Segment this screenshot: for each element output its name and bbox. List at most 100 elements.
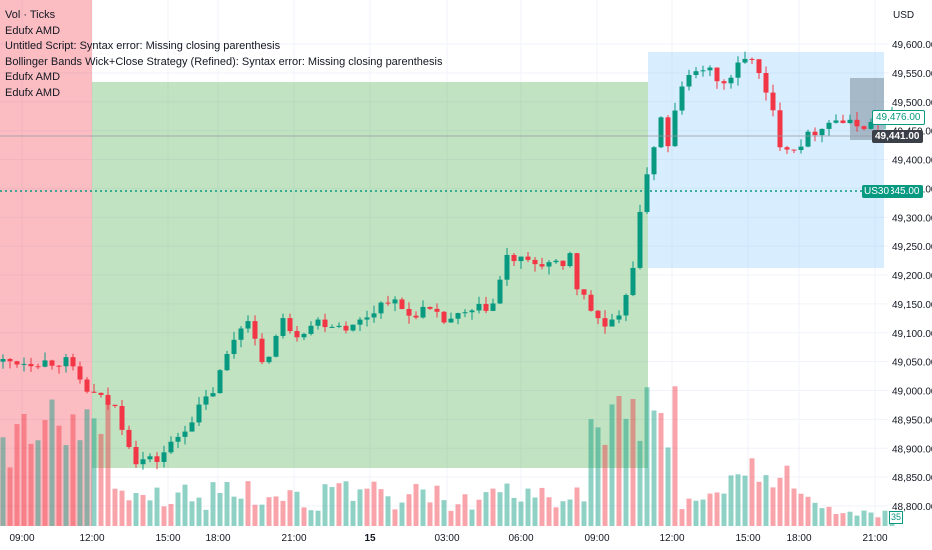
candle-body bbox=[350, 324, 356, 331]
volume-bar bbox=[336, 483, 342, 526]
candle-body bbox=[560, 260, 566, 267]
candle-body bbox=[266, 356, 272, 363]
candle-body bbox=[770, 92, 776, 111]
volume-bar bbox=[49, 399, 55, 526]
volume-bar bbox=[406, 494, 412, 526]
candle-body bbox=[84, 379, 90, 392]
volume-bar bbox=[98, 433, 104, 526]
candle-body bbox=[630, 267, 636, 296]
volume-bar bbox=[189, 501, 195, 526]
price-label: 49,000.00 bbox=[892, 387, 932, 398]
volume-bar bbox=[525, 488, 531, 526]
volume-bar bbox=[644, 387, 650, 526]
volume-bar bbox=[686, 498, 692, 526]
legend-edufx-3[interactable]: Edufx AMD bbox=[5, 86, 61, 99]
time-label: 09:00 bbox=[9, 533, 34, 544]
candle-body bbox=[392, 299, 398, 304]
candle-body bbox=[385, 302, 391, 304]
volume-bar bbox=[448, 510, 454, 526]
volume-bar bbox=[238, 498, 244, 526]
volume-bar bbox=[777, 477, 783, 526]
volume-bar bbox=[266, 497, 272, 526]
candle-body bbox=[427, 306, 433, 309]
volume-bar bbox=[315, 510, 321, 526]
candle-body bbox=[371, 313, 377, 318]
last-price-tag: 49,476.00 bbox=[872, 110, 925, 125]
volume-bar bbox=[133, 493, 139, 526]
candle-body bbox=[448, 318, 454, 323]
legend-edufx-1[interactable]: Edufx AMD bbox=[5, 24, 61, 37]
volume-bar bbox=[343, 481, 349, 526]
candle-body bbox=[518, 256, 524, 262]
candle-body bbox=[140, 459, 146, 465]
legend-edufx-2[interactable]: Edufx AMD bbox=[5, 71, 61, 83]
time-label: 18:00 bbox=[205, 533, 230, 544]
candle-body bbox=[742, 58, 748, 63]
volume-bar bbox=[231, 496, 237, 526]
candle-body bbox=[91, 391, 97, 393]
volume-bar bbox=[518, 501, 524, 526]
volume-bar bbox=[665, 447, 671, 526]
candle-body bbox=[161, 452, 167, 462]
volume-bar bbox=[70, 414, 76, 526]
time-label: 15:00 bbox=[735, 533, 760, 544]
legend-untitled-script[interactable]: Untitled Script: Syntax error: Missing c… bbox=[5, 40, 281, 52]
volume-bar bbox=[357, 489, 363, 526]
volume-bar bbox=[812, 502, 818, 526]
volume-bar bbox=[882, 510, 888, 526]
candle-body bbox=[364, 317, 370, 320]
volume-bar bbox=[217, 493, 223, 526]
volume-bar bbox=[763, 475, 769, 526]
volume-bar bbox=[819, 508, 825, 526]
currency-label[interactable]: USD bbox=[893, 10, 915, 21]
candle-body bbox=[133, 447, 139, 465]
candle-body bbox=[679, 86, 685, 111]
candle-body bbox=[854, 119, 860, 127]
candle-body bbox=[98, 392, 104, 395]
legend-volume[interactable]: Vol · Ticks bbox=[5, 9, 56, 21]
legend-bollinger-strategy[interactable]: Bollinger Bands Wick+Close Strategy (Ref… bbox=[5, 55, 443, 68]
volume-bar bbox=[560, 501, 566, 526]
volume-bar bbox=[840, 513, 846, 526]
candle-body bbox=[315, 319, 321, 326]
volume-bar bbox=[392, 509, 398, 526]
volume-bar bbox=[637, 440, 643, 526]
volume-bar bbox=[84, 409, 90, 526]
volume-bar bbox=[105, 402, 111, 526]
price-label: 49,500.00 bbox=[892, 98, 932, 109]
candle-body bbox=[112, 404, 118, 407]
volume-bar bbox=[588, 419, 594, 526]
price-label: 48,950.00 bbox=[892, 415, 932, 426]
volume-bar bbox=[651, 410, 657, 526]
candle-body bbox=[77, 366, 83, 380]
candle-body bbox=[609, 319, 615, 327]
price-label: 49,050.00 bbox=[892, 358, 932, 369]
price-label: 49,600.00 bbox=[892, 40, 932, 51]
volume-bar bbox=[308, 510, 314, 526]
candle-body bbox=[280, 318, 286, 336]
volume-bar bbox=[364, 488, 370, 526]
candle-body bbox=[728, 77, 734, 84]
candle-body bbox=[189, 422, 195, 432]
candle-body bbox=[308, 325, 314, 334]
candle-body bbox=[525, 256, 531, 260]
volume-bar bbox=[511, 497, 517, 526]
candle-body bbox=[546, 262, 552, 267]
volume-bar bbox=[329, 487, 335, 526]
candle-body bbox=[455, 313, 461, 319]
candle-body bbox=[413, 315, 419, 318]
candle-body bbox=[105, 394, 111, 405]
volume-bar bbox=[826, 506, 832, 526]
candle-body bbox=[441, 311, 447, 323]
candle-body bbox=[7, 358, 13, 362]
volume-bar bbox=[672, 386, 678, 526]
candle-body bbox=[805, 131, 811, 147]
volume-bar bbox=[63, 445, 69, 526]
candle-body bbox=[707, 67, 713, 71]
volume-bar bbox=[504, 483, 510, 526]
volume-bar bbox=[322, 484, 328, 526]
candle-body bbox=[812, 131, 818, 136]
volume-bar bbox=[630, 398, 636, 526]
